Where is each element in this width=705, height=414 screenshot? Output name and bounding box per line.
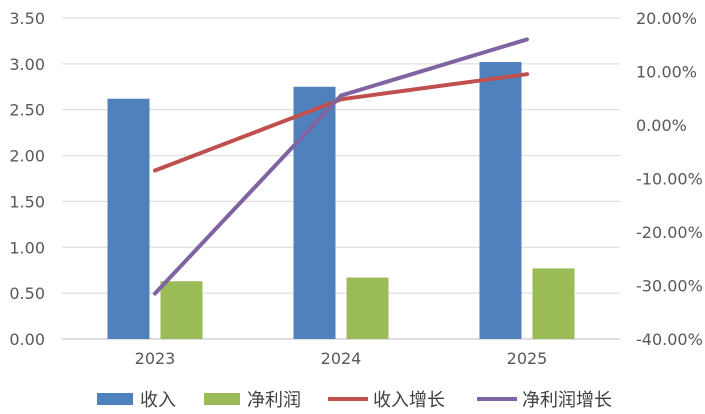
bar-净利润-2023 <box>160 281 203 339</box>
bar-收入-2023 <box>107 98 150 339</box>
line-净利润增长 <box>153 37 529 296</box>
right-tick-label: -30.00% <box>636 277 703 296</box>
right-tick-label: 20.00% <box>636 9 697 28</box>
left-tick-label: 3.00 <box>9 55 45 74</box>
left-tick-label: 1.50 <box>9 192 45 211</box>
bar-净利润-2024 <box>346 277 389 339</box>
legend-swatch-净利润 <box>204 393 240 405</box>
bar-收入-2024 <box>293 86 336 340</box>
right-tick-label: 10.00% <box>636 63 697 82</box>
right-axis-ticks: -40.00% -30.00% -20.00% -10.00% 0.00% 10.00% 2… <box>636 9 703 349</box>
right-tick-label: -20.00% <box>636 223 703 242</box>
line-series <box>153 37 529 296</box>
left-tick-label: 2.00 <box>9 147 45 166</box>
bar-收入-2025 <box>479 62 522 339</box>
legend-swatch-收入 <box>97 393 133 405</box>
x-tick-label: 2023 <box>135 349 176 368</box>
bar-净利润-2025 <box>532 268 575 339</box>
right-tick-label: -40.00% <box>636 330 703 349</box>
legend-label-收入: 收入 <box>140 390 176 411</box>
left-axis-ticks: 0.00 0.50 1.00 1.50 2.00 2.50 3.00 3.50 <box>9 9 45 349</box>
legend-label-净利润增长: 净利润增长 <box>522 390 612 411</box>
left-tick-label: 0.00 <box>9 330 45 349</box>
left-tick-label: 3.50 <box>9 9 45 28</box>
right-tick-label: -10.00% <box>636 170 703 189</box>
line-收入增长 <box>153 72 529 173</box>
x-tick-label: 2025 <box>507 349 548 368</box>
legend-label-收入增长: 收入增长 <box>373 390 445 411</box>
left-tick-label: 2.50 <box>9 101 45 120</box>
x-tick-label: 2024 <box>321 349 362 368</box>
bar-series <box>107 62 575 340</box>
left-tick-label: 0.50 <box>9 284 45 303</box>
right-tick-label: 0.00% <box>636 116 687 135</box>
legend-label-净利润: 净利润 <box>247 390 301 411</box>
left-tick-label: 1.00 <box>9 238 45 257</box>
x-axis-ticks: 2023 2024 2025 <box>135 349 548 368</box>
legend: 收入 净利润 收入增长 净利润增长 <box>97 390 612 411</box>
